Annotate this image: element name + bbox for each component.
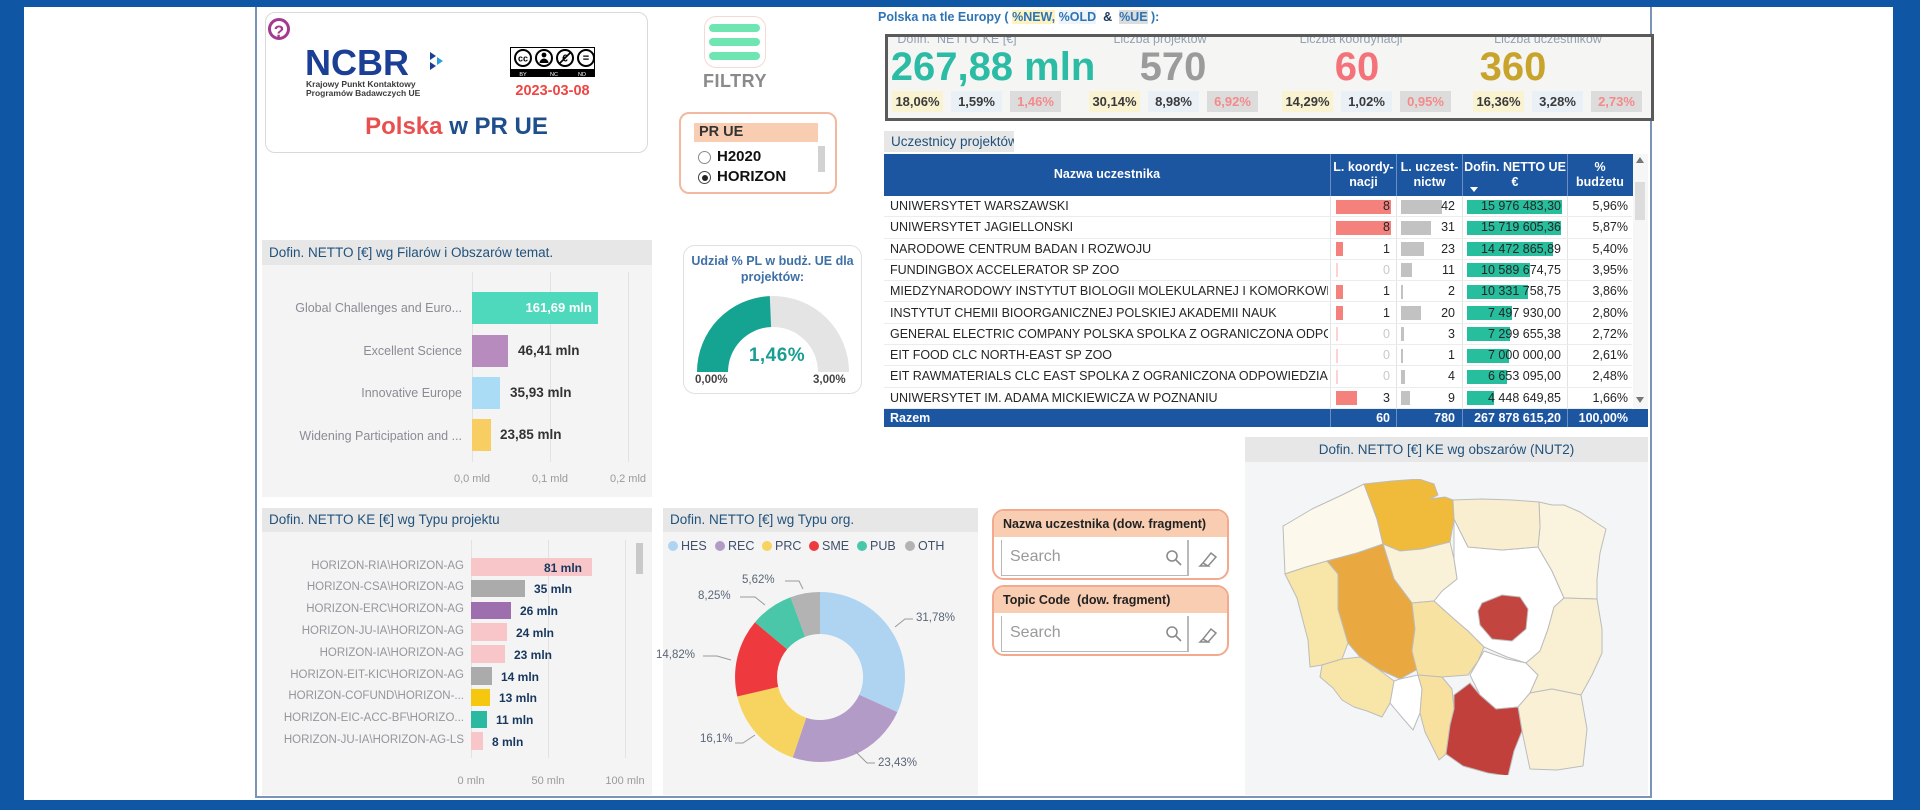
svg-text:BY: BY	[519, 72, 527, 77]
svg-text:ND: ND	[578, 72, 586, 77]
svg-text:cc: cc	[518, 54, 528, 64]
svg-text:=: =	[583, 53, 589, 65]
svg-text:NC: NC	[550, 72, 558, 77]
svg-text:€: €	[562, 54, 568, 65]
